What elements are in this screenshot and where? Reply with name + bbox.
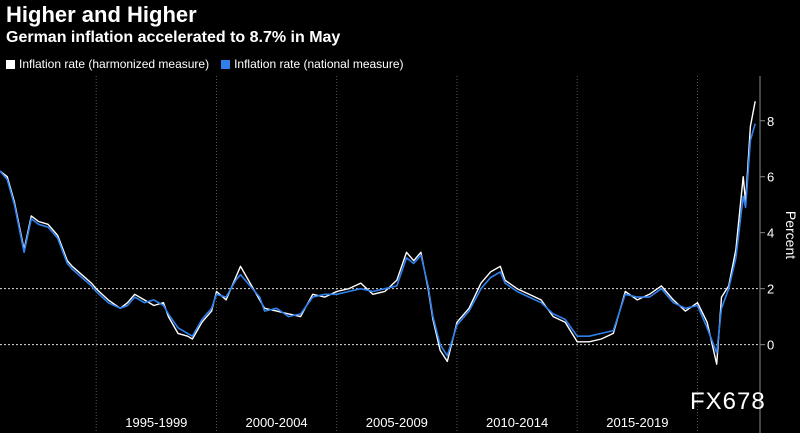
y-tick-label: 0 <box>767 338 774 353</box>
legend-swatch-harmonized <box>6 59 15 69</box>
y-axis-label: Percent <box>783 211 799 259</box>
x-tick-label: 2015-2019 <box>606 415 668 430</box>
x-tick-label: 1995-1999 <box>125 415 187 430</box>
chart-legend: Inflation rate (harmonized measure) Infl… <box>6 57 404 71</box>
series-line-harmonized <box>0 101 756 365</box>
chart-title: Higher and Higher <box>6 2 197 27</box>
series-line-national <box>0 123 756 357</box>
y-tick-label: 2 <box>767 282 774 297</box>
legend-item-harmonized: Inflation rate (harmonized measure) <box>6 57 209 71</box>
x-tick-label: 2005-2009 <box>366 415 428 430</box>
legend-label-harmonized: Inflation rate (harmonized measure) <box>19 57 210 71</box>
x-tick-label: 2010-2014 <box>486 415 548 430</box>
legend-label-national: Inflation rate (national measure) <box>234 57 404 71</box>
y-tick-label: 4 <box>767 226 774 241</box>
legend-item-national: Inflation rate (national measure) <box>221 57 404 71</box>
y-tick-label: 6 <box>767 170 774 185</box>
legend-swatch-national <box>221 59 231 69</box>
watermark: FX678 <box>690 388 766 415</box>
x-tick-label: 2000-2004 <box>245 415 307 430</box>
y-tick-label: 8 <box>767 114 774 129</box>
chart-subtitle: German inflation accelerated to 8.7% in … <box>6 29 341 46</box>
